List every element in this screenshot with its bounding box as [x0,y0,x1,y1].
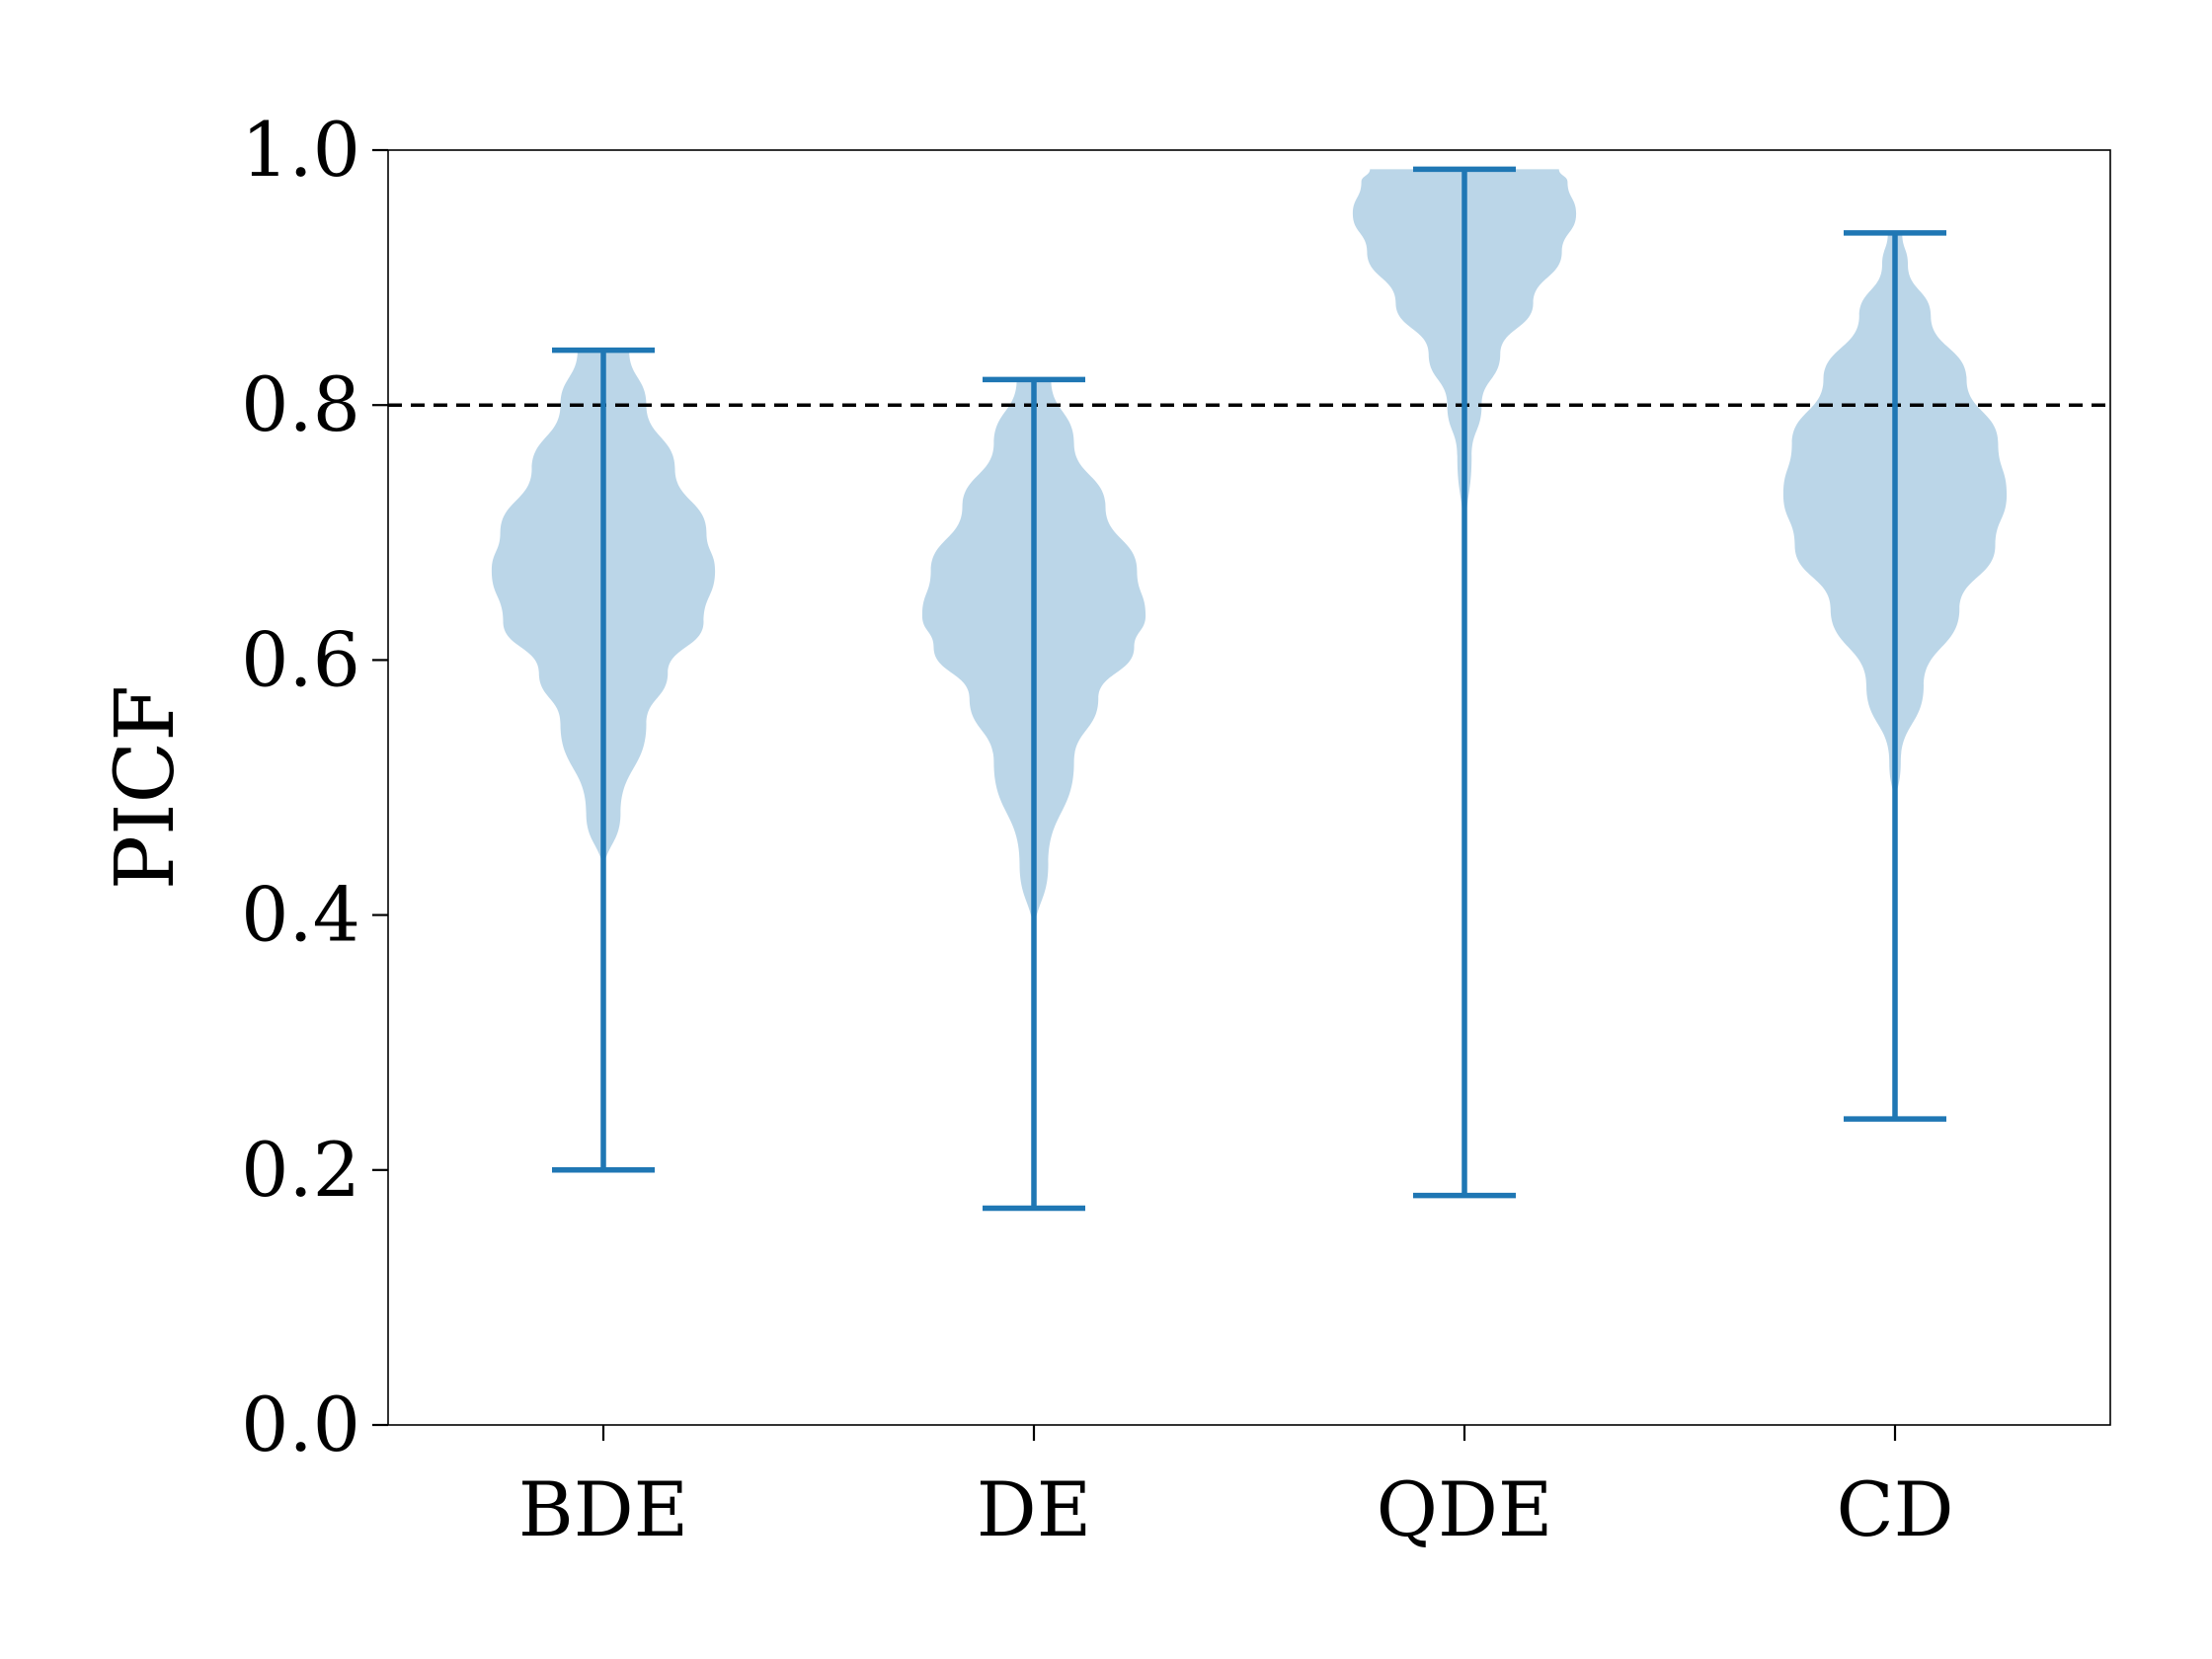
y-tick-label: 1.0 [241,106,360,194]
y-tick-label: 0.8 [241,360,360,448]
x-tick-label-qde: QDE [1377,1465,1553,1553]
y-tick-label: 0.4 [241,871,360,959]
x-tick-label-de: DE [977,1465,1091,1553]
y-tick-label: 0.2 [241,1126,360,1214]
plot-frame [387,149,2111,1426]
y-tick-label: 0.6 [241,615,360,703]
x-tick-label-bde: BDE [518,1465,688,1553]
y-axis-label: PICF [99,685,193,890]
violin-layer [491,169,2008,1209]
y-tick-label: 0.0 [241,1381,360,1468]
x-tick-label-cd: CD [1836,1465,1953,1553]
x-axis: BDE DE QDE CD [518,1425,1954,1553]
extrema-layer [552,166,1946,1212]
y-axis: 0.0 0.2 0.4 0.6 0.8 1.0 [241,106,388,1468]
